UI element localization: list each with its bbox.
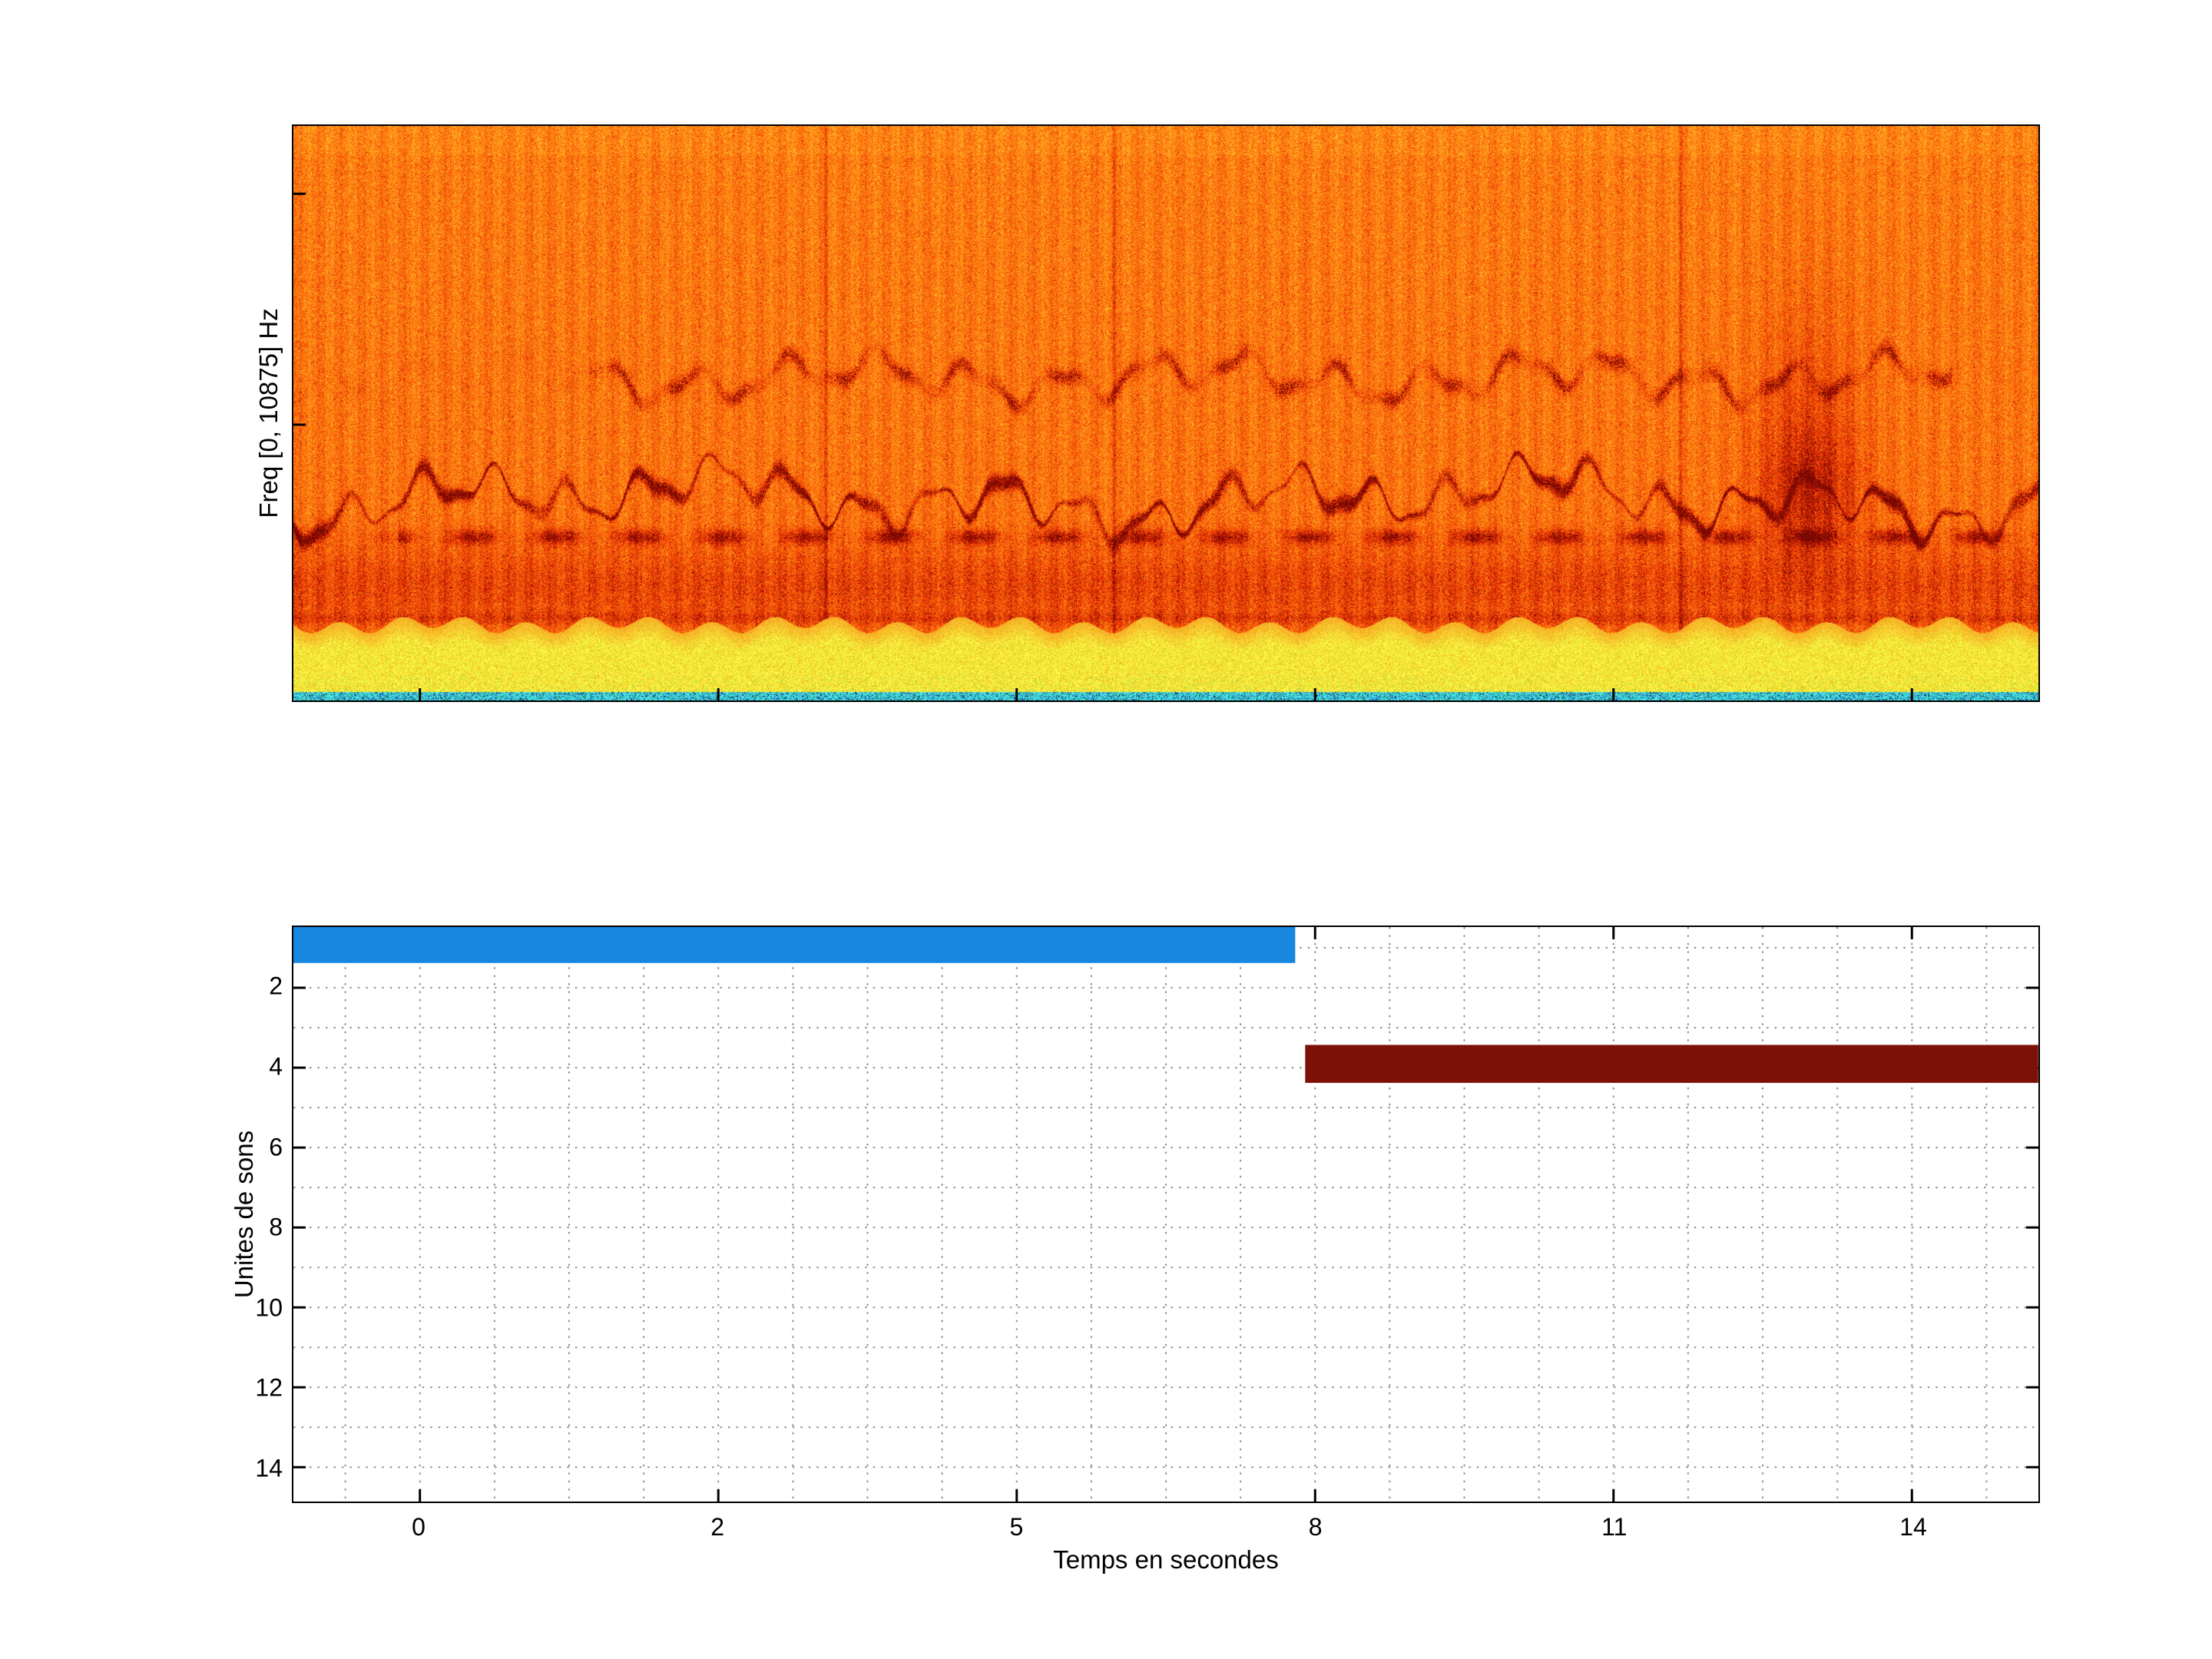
x-tick-label: 5 [1009,1513,1024,1541]
spectrogram-ylabel: Freq [0, 10875] Hz [254,308,283,518]
spectrogram-image [293,126,2038,700]
time-axis-label: Temps en secondes [1053,1545,1279,1574]
x-tick-label: 2 [710,1513,725,1541]
y-tick-label: 6 [269,1133,283,1161]
sound-unit-bar [293,927,1296,963]
sound-unit-bar [1305,1045,2038,1083]
x-tick-label: 0 [412,1513,426,1541]
x-tick-label: 11 [1601,1513,1628,1541]
y-tick-label: 12 [255,1373,283,1402]
y-tick-label: 4 [269,1052,283,1081]
x-tick-label: 14 [1899,1513,1927,1541]
x-tick-label: 8 [1308,1513,1323,1541]
y-tick-label: 2 [269,972,283,1000]
spectrogram-plot [292,124,2040,702]
y-tick-label: 8 [269,1213,283,1241]
y-tick-label: 10 [255,1293,283,1322]
sound-units-plot [292,926,2040,1503]
y-tick-label: 14 [255,1454,283,1482]
sound-units-chart [293,927,2038,1502]
